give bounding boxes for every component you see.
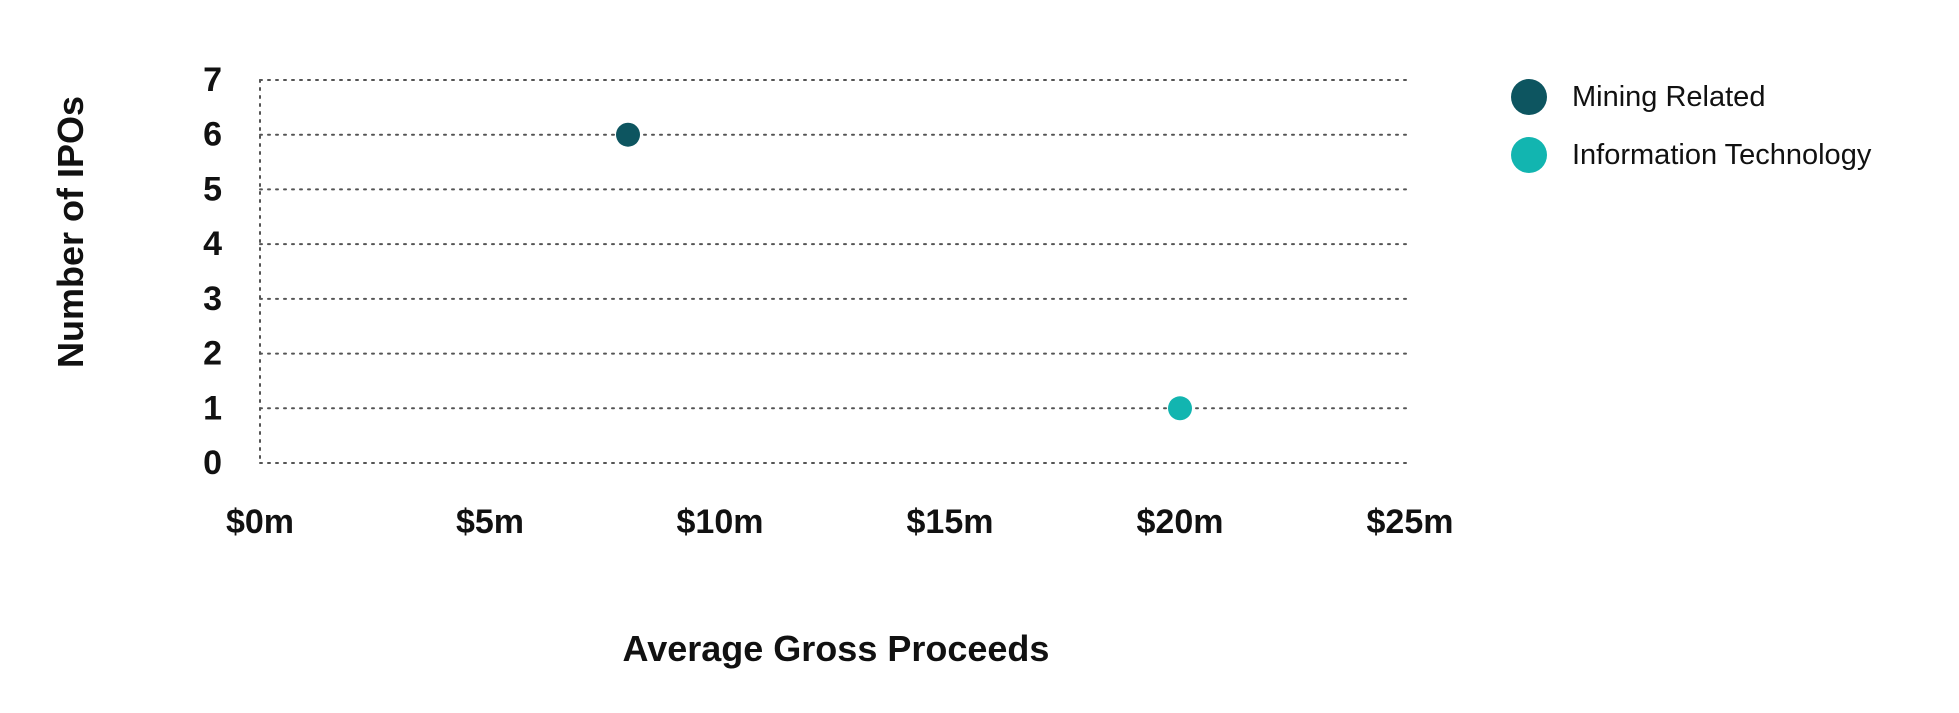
y-tick-label: 7 xyxy=(203,61,222,99)
data-point-information-technology xyxy=(1168,396,1192,421)
legend-label: Information Technology xyxy=(1572,139,1872,171)
x-axis-title: Average Gross Proceeds xyxy=(623,628,1050,669)
x-tick-label: $15m xyxy=(907,503,994,541)
y-tick-label: 3 xyxy=(203,280,222,318)
x-tick-label: $20m xyxy=(1137,503,1224,541)
x-tick-label: $25m xyxy=(1367,503,1454,541)
y-axis-ticks: 0 1 2 3 4 5 6 7 xyxy=(203,61,222,482)
y-tick-label: 6 xyxy=(203,116,222,154)
data-points xyxy=(616,122,1192,421)
y-tick-label: 4 xyxy=(203,225,222,263)
x-axis-ticks: $0m $5m $10m $15m $20m $25m xyxy=(226,503,1454,541)
y-tick-label: 5 xyxy=(203,170,222,208)
legend-marker xyxy=(1511,137,1547,173)
x-tick-label: $10m xyxy=(677,503,764,541)
y-tick-label: 0 xyxy=(203,444,222,482)
y-tick-label: 1 xyxy=(203,389,222,427)
grid-lines xyxy=(259,79,1411,464)
legend-label: Mining Related xyxy=(1572,81,1765,113)
data-point-mining-related xyxy=(616,122,640,147)
y-axis-title: Number of IPOs xyxy=(50,96,91,368)
legend: Mining Related Information Technology xyxy=(1511,79,1872,173)
x-tick-label: $0m xyxy=(226,503,294,541)
x-tick-label: $5m xyxy=(456,503,524,541)
y-tick-label: 2 xyxy=(203,335,222,373)
legend-marker xyxy=(1511,79,1547,115)
